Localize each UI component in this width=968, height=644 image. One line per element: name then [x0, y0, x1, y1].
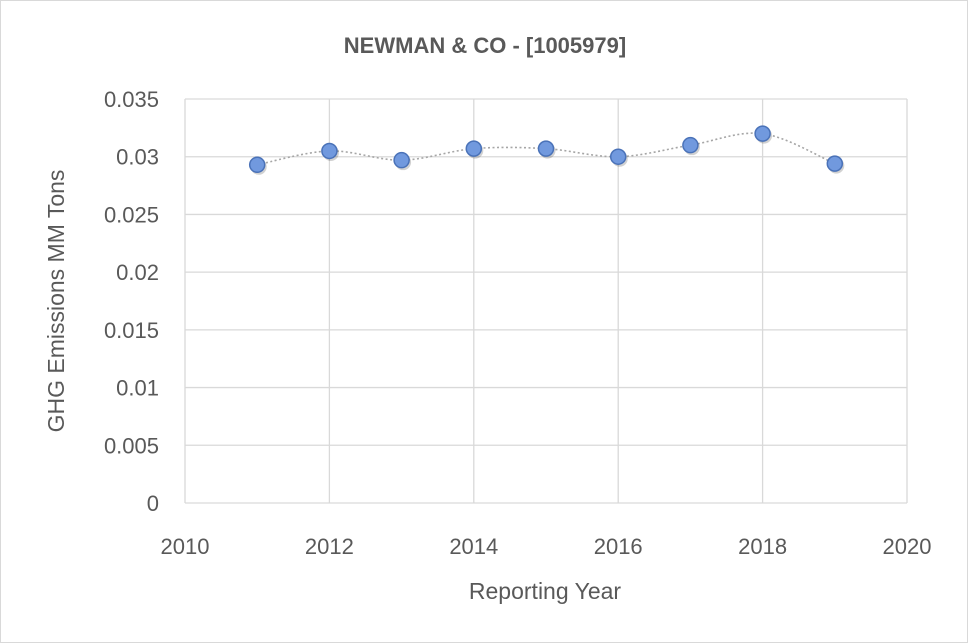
y-tick-label: 0.025: [104, 202, 159, 227]
data-point: [826, 155, 844, 172]
x-tick-label: 2010: [161, 534, 210, 559]
data-point: [248, 156, 266, 174]
y-tick-label: 0.035: [104, 87, 159, 112]
x-tick-label: 2012: [305, 534, 354, 559]
data-point: [609, 148, 627, 165]
x-tick-label: 2014: [449, 534, 498, 559]
y-tick-label: 0.03: [116, 145, 159, 170]
x-tick-label: 2020: [883, 534, 932, 559]
data-point: [465, 140, 483, 157]
gridlines: [184, 98, 908, 504]
data-point: [754, 125, 771, 142]
y-tick-labels: 0 0.005 0.01 0.015 0.02 0.025 0.03 0.035: [104, 87, 159, 516]
y-tick-label: 0.015: [104, 318, 159, 343]
x-tick-label: 2018: [738, 534, 787, 559]
x-tick-labels: 2010 2012 2014 2016 2018 2020: [161, 534, 932, 559]
x-axis-label: Reporting Year: [469, 578, 622, 604]
data-point: [321, 142, 338, 160]
y-tick-label: 0.005: [104, 433, 159, 458]
data-point: [393, 151, 410, 169]
data-points: [248, 125, 845, 175]
y-tick-label: 0.01: [116, 376, 159, 401]
x-tick-label: 2016: [594, 534, 643, 559]
data-point: [682, 136, 699, 154]
y-tick-label: 0.02: [116, 260, 159, 285]
y-tick-label: 0: [147, 491, 159, 516]
y-axis-label: GHG Emissions MM Tons: [43, 170, 69, 433]
data-point: [537, 140, 555, 157]
series-line: [257, 132, 836, 166]
chart-title: NEWMAN & CO - [1005979]: [344, 33, 626, 58]
